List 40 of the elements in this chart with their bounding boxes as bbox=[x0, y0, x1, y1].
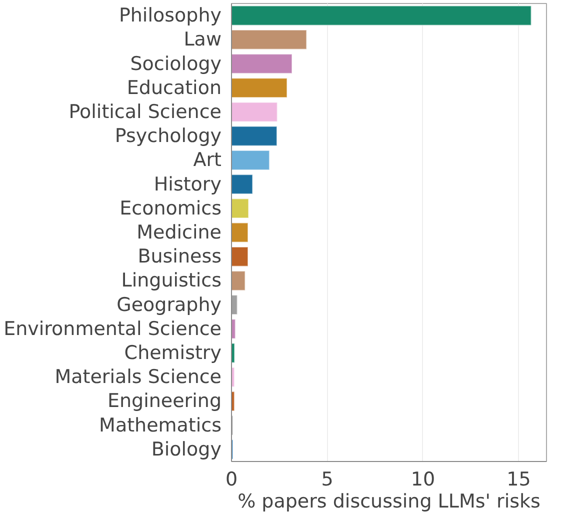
y-tick-label: Sociology bbox=[130, 52, 222, 75]
bar bbox=[232, 54, 293, 74]
y-tick-label: History bbox=[154, 173, 222, 196]
bar bbox=[232, 150, 270, 170]
y-tick-label: Education bbox=[126, 76, 222, 99]
y-tick-label: Economics bbox=[120, 197, 222, 220]
bar bbox=[232, 174, 254, 194]
x-tick-label: 15 bbox=[506, 468, 531, 490]
bar bbox=[232, 270, 246, 291]
y-tick-label: Environmental Science bbox=[4, 318, 222, 340]
x-axis-title: % papers discussing LLMs' risks bbox=[238, 490, 540, 512]
bar bbox=[232, 126, 278, 146]
bar bbox=[232, 5, 532, 26]
bar bbox=[232, 391, 235, 412]
x-tick-label: 0 bbox=[225, 468, 238, 490]
bar bbox=[232, 30, 308, 50]
y-tick-label: Mathematics bbox=[99, 414, 222, 436]
y-tick-label: Linguistics bbox=[121, 270, 222, 292]
bar bbox=[232, 294, 238, 315]
x-tick-label: 5 bbox=[321, 468, 334, 490]
bar bbox=[232, 78, 288, 98]
bar bbox=[232, 318, 236, 340]
bar bbox=[232, 102, 278, 122]
y-tick-label: Biology bbox=[151, 438, 222, 460]
y-tick-label: Chemistry bbox=[124, 342, 222, 364]
y-tick-label: Philosophy bbox=[118, 4, 222, 27]
bar bbox=[232, 198, 250, 219]
y-tick-label: Political Science bbox=[68, 100, 222, 123]
y-tick-label: Engineering bbox=[108, 390, 222, 412]
bar bbox=[232, 246, 248, 267]
y-tick-label: Law bbox=[184, 28, 222, 51]
bar bbox=[232, 366, 235, 388]
bar bbox=[232, 222, 248, 243]
y-tick-label: Psychology bbox=[114, 125, 222, 148]
y-tick-label: Business bbox=[138, 246, 222, 268]
y-tick-label: Materials Science bbox=[54, 366, 222, 388]
x-tick-label: 10 bbox=[410, 468, 436, 490]
y-tick-label: Art bbox=[193, 149, 222, 172]
y-tick-label: Geography bbox=[116, 294, 222, 316]
y-tick-label: Medicine bbox=[136, 222, 222, 244]
